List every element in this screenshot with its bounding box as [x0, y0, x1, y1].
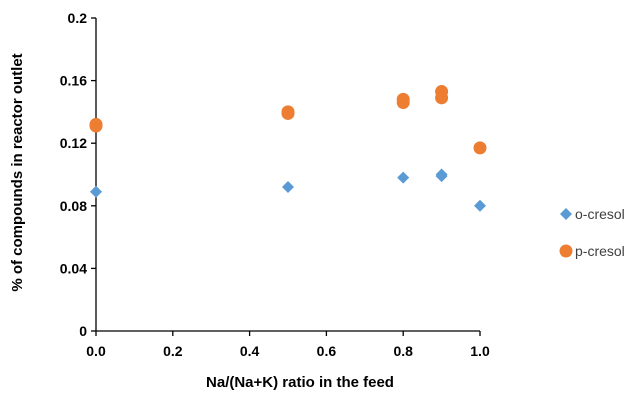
legend-marker-o-cresol [560, 208, 572, 220]
y-tick-label: 0.2 [68, 10, 88, 26]
y-axis-title: % of compounds in reactor outlet [9, 53, 26, 291]
data-points [89, 85, 487, 212]
o-cresol-point [474, 199, 486, 212]
p-cresol-point [435, 91, 449, 105]
p-cresol-point [396, 96, 410, 110]
x-axis-title: Na/(Na+K) ratio in the feed [206, 374, 394, 391]
y-tick-label: 0.16 [60, 73, 87, 89]
y-tick-label: 0.12 [60, 135, 87, 151]
legend-label-p-cresol: p-cresol [575, 243, 625, 259]
legend-marker-p-cresol [559, 244, 573, 258]
o-cresol-point [282, 181, 294, 194]
y-axis-ticks: 0 0.04 0.08 0.12 0.16 0.2 [60, 10, 96, 339]
o-cresol-point [435, 170, 448, 183]
o-cresol-point [90, 185, 102, 198]
legend-label-o-cresol: o-cresol [575, 206, 625, 222]
x-axis-ticks: 0.0 0.2 0.4 0.6 0.8 1.0 [86, 331, 490, 359]
legend: o-cresol p-cresol [559, 206, 625, 259]
axes [95, 18, 480, 332]
x-tick-label: 0.2 [163, 343, 183, 359]
o-cresol-point [397, 171, 410, 184]
x-tick-label: 0.0 [86, 343, 106, 359]
p-cresol-point [281, 106, 295, 120]
p-cresol-point [89, 119, 103, 133]
x-tick-label: 1.0 [470, 343, 490, 359]
x-tick-label: 0.6 [317, 343, 337, 359]
y-tick-label: 0.08 [60, 198, 87, 214]
x-tick-label: 0.4 [240, 343, 260, 359]
p-cresol-point [473, 141, 487, 155]
y-tick-label: 0.04 [60, 260, 87, 276]
x-tick-label: 0.8 [393, 343, 413, 359]
y-tick-label: 0 [79, 323, 87, 339]
